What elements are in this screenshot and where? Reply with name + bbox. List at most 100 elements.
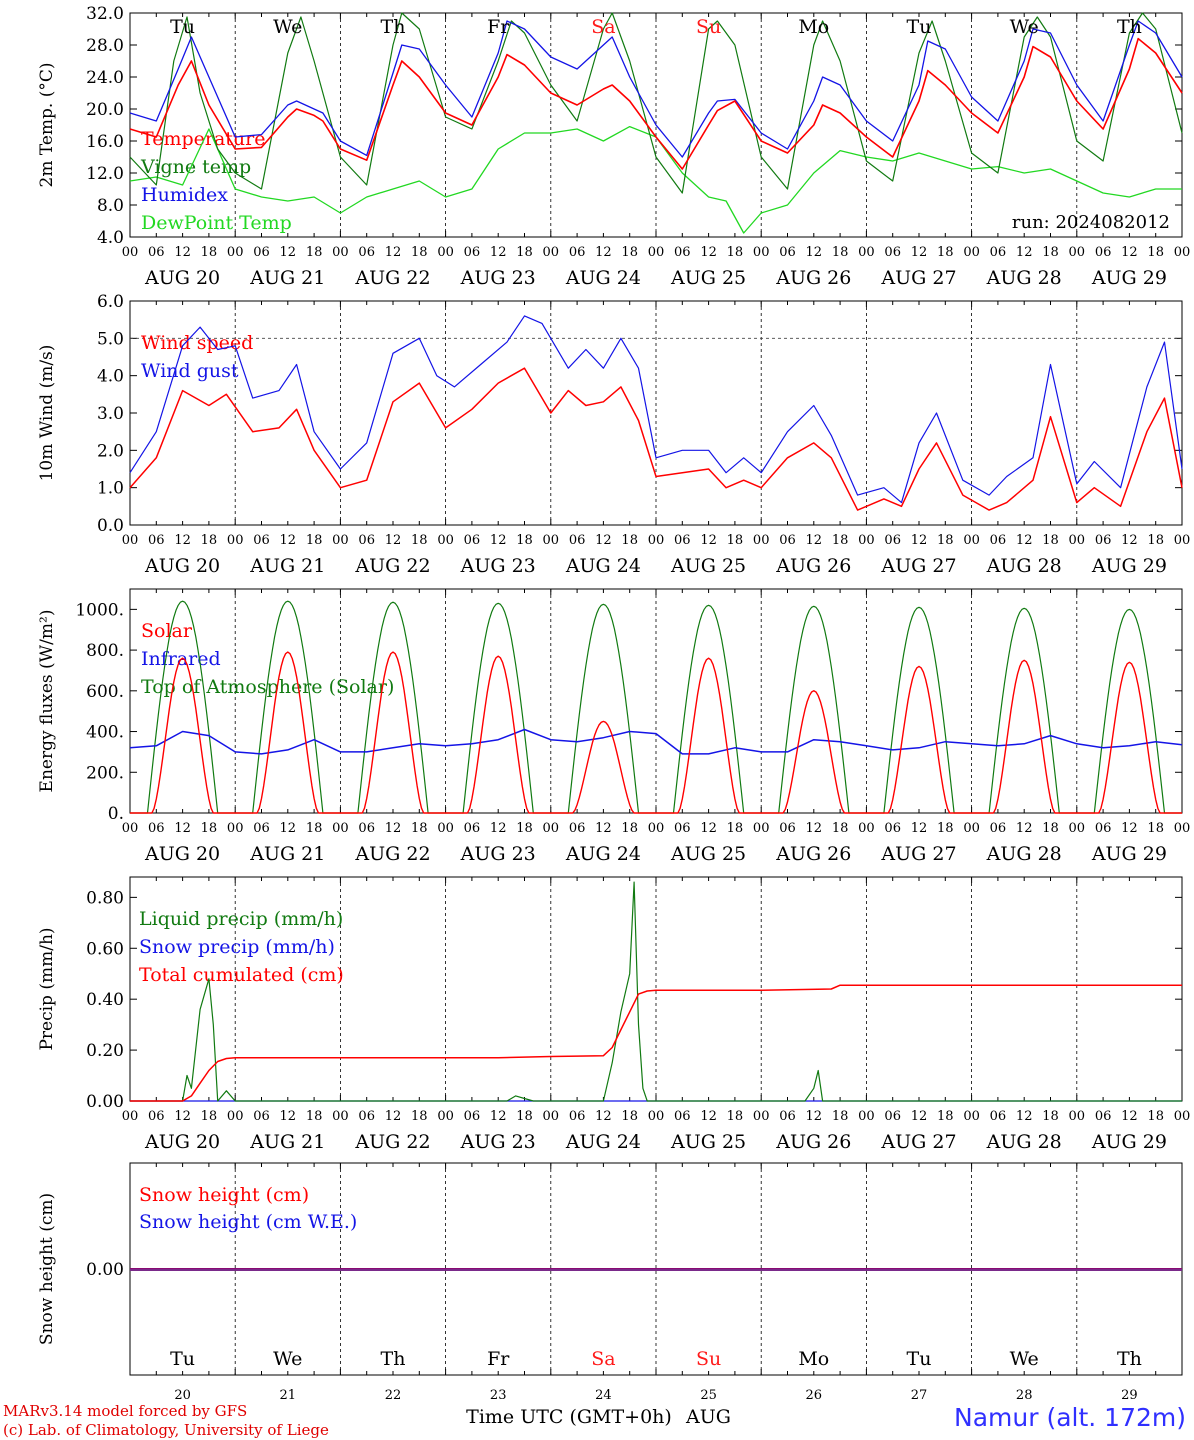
- date-label: AUG 24: [565, 555, 641, 577]
- hour-label: 00: [963, 245, 980, 260]
- hour-label: 18: [937, 821, 954, 836]
- date-label: AUG 21: [249, 843, 325, 865]
- hour-label: 12: [385, 1109, 402, 1124]
- panel-frame: [129, 300, 1183, 526]
- y-tick-label: 800.: [86, 641, 124, 661]
- hour-label: 12: [1016, 821, 1033, 836]
- weekday-label: Tu: [170, 16, 195, 38]
- date-label: AUG 23: [460, 267, 536, 289]
- day-number-label: 23: [490, 1388, 507, 1403]
- y-tick-label: 200.: [86, 763, 124, 783]
- hour-label: 06: [358, 1109, 375, 1124]
- run-annotation: run: 2024082012: [1012, 212, 1170, 233]
- hour-label: 12: [174, 1109, 191, 1124]
- y-tick-label: 1.0: [97, 479, 124, 499]
- hour-label: 06: [464, 245, 481, 260]
- day-number-label: 25: [700, 1388, 717, 1403]
- hour-label: 12: [490, 533, 507, 548]
- hour-label: 12: [911, 245, 928, 260]
- hour-label: 00: [332, 533, 349, 548]
- legend-snow-height-cm-: Snow height (cm): [139, 1184, 309, 1206]
- hour-label: 12: [700, 1109, 717, 1124]
- weekday-label: Th: [381, 1348, 406, 1370]
- weekday-label: Th: [1117, 16, 1142, 38]
- date-label: AUG 21: [249, 1131, 325, 1153]
- y-tick-label: 5.0: [97, 329, 124, 349]
- day-number-label: 24: [595, 1388, 612, 1403]
- hour-label: 00: [753, 533, 770, 548]
- hour-label: 18: [1147, 1109, 1164, 1124]
- hour-label: 18: [411, 1109, 428, 1124]
- y-tick-label: 0.20: [86, 1041, 124, 1061]
- hour-label: 06: [990, 821, 1007, 836]
- date-label: AUG 24: [565, 1131, 641, 1153]
- hour-label: 00: [963, 533, 980, 548]
- hour-label: 00: [543, 1109, 560, 1124]
- day-number-label: 20: [174, 1388, 191, 1403]
- hour-label: 18: [201, 533, 218, 548]
- hour-label: 18: [727, 821, 744, 836]
- hour-label: 00: [1069, 245, 1086, 260]
- model-credit: MARv3.14 model forced by GFS: [3, 1402, 248, 1420]
- hour-label: 18: [516, 245, 533, 260]
- hour-label: 00: [963, 821, 980, 836]
- hour-label: 18: [306, 245, 323, 260]
- hour-label: 06: [148, 1109, 165, 1124]
- hour-label: 12: [385, 245, 402, 260]
- y-tick-label: 24.0: [86, 68, 124, 88]
- hour-label: 12: [911, 533, 928, 548]
- hour-label: 12: [595, 1109, 612, 1124]
- humidex-line: [129, 20, 1183, 158]
- legend-vigne-temp: Vigne temp: [140, 156, 251, 178]
- hour-label: 00: [332, 245, 349, 260]
- hour-label: 00: [543, 821, 560, 836]
- y-tick-label: 4.0: [97, 367, 124, 387]
- y-axis-label: Snow height (cm): [37, 1193, 57, 1345]
- hour-label: 12: [806, 533, 823, 548]
- weekday-label: Th: [381, 16, 406, 38]
- hour-label: 18: [937, 1109, 954, 1124]
- date-label: AUG 25: [670, 555, 746, 577]
- date-label: AUG 27: [880, 555, 956, 577]
- hour-label: 18: [832, 1109, 849, 1124]
- legend-liquid-precip-mm-h-: Liquid precip (mm/h): [139, 908, 343, 930]
- hour-label: 18: [411, 245, 428, 260]
- hour-label: 06: [674, 1109, 691, 1124]
- panel-2: 0.0 1.0 2.0 3.0 4.0 5.0 6.0 10m Wind (m/s) Wind …: [37, 292, 1190, 577]
- temperature-line: [129, 37, 1183, 170]
- date-label: AUG 22: [354, 555, 430, 577]
- weekday-label: Fr: [487, 16, 510, 38]
- hour-label: 06: [569, 1109, 586, 1124]
- hour-label: 00: [332, 1109, 349, 1124]
- y-tick-label: 0.: [108, 804, 124, 824]
- hour-label: 00: [1174, 245, 1191, 260]
- hour-label: 12: [280, 821, 297, 836]
- hour-label: 06: [990, 1109, 1007, 1124]
- date-label: AUG 27: [880, 843, 956, 865]
- hour-label: 18: [937, 245, 954, 260]
- hour-label: 12: [911, 1109, 928, 1124]
- liquid-precip-line: [130, 881, 1182, 1102]
- y-axis-label: Precip (mm/h): [37, 927, 57, 1050]
- y-axis-label: Energy fluxes (W/m²): [37, 610, 57, 793]
- hour-label: 06: [1095, 533, 1112, 548]
- hour-label: 00: [227, 821, 244, 836]
- hour-label: 06: [464, 533, 481, 548]
- hour-label: 18: [621, 533, 638, 548]
- date-label: AUG 25: [670, 843, 746, 865]
- hour-label: 06: [253, 1109, 270, 1124]
- y-tick-label: 0.60: [86, 939, 124, 959]
- hour-label: 06: [148, 533, 165, 548]
- hour-label: 00: [1069, 1109, 1086, 1124]
- legend-solar: Solar: [141, 620, 193, 642]
- date-label: AUG 26: [775, 1131, 851, 1153]
- hour-label: 18: [411, 533, 428, 548]
- hour-label: 00: [227, 533, 244, 548]
- weekday-label: Sa: [591, 16, 615, 38]
- hour-label: 12: [174, 245, 191, 260]
- hour-label: 06: [358, 821, 375, 836]
- hour-label: 18: [832, 245, 849, 260]
- hour-label: 12: [1121, 821, 1138, 836]
- hour-label: 18: [201, 1109, 218, 1124]
